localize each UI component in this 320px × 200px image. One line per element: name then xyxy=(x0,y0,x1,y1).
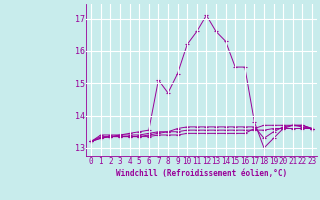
X-axis label: Windchill (Refroidissement éolien,°C): Windchill (Refroidissement éolien,°C) xyxy=(116,169,287,178)
